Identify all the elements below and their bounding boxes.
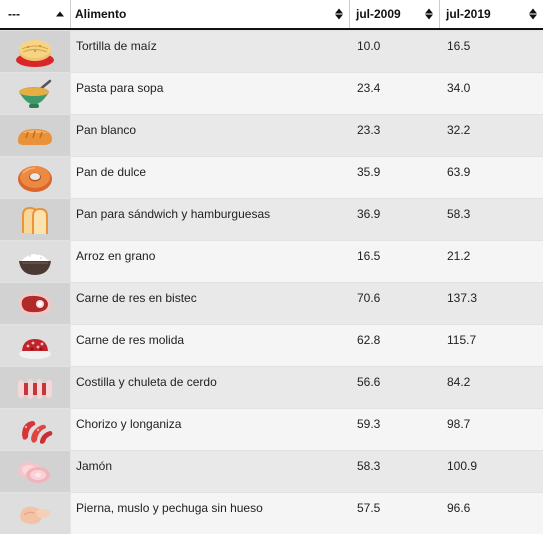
column-header-label: jul-2009: [356, 7, 401, 21]
column-header-jul-2009[interactable]: jul-2009: [350, 0, 440, 28]
table-row: Chorizo y longaniza 59.3 98.7: [0, 408, 543, 450]
price-2019: 58.3: [447, 207, 471, 221]
price-2009: 16.5: [357, 249, 381, 263]
tortilla-icon: [14, 35, 56, 69]
table-row: Pierna, muslo y pechuga sin hueso 57.5 9…: [0, 492, 543, 534]
donut-icon: [14, 161, 56, 195]
bread-loaf-icon: [14, 119, 56, 153]
column-header-label: ---: [8, 7, 20, 21]
pork-ribs-icon: [14, 371, 56, 405]
price-2009: 57.5: [357, 501, 381, 515]
food-name: Pan para sándwich y hamburguesas: [76, 207, 271, 221]
ham-icon: [14, 455, 56, 489]
rice-bowl-icon: [14, 245, 56, 279]
chicken-icon: [14, 497, 56, 531]
sliced-bread-icon: [14, 203, 56, 237]
food-name: Chorizo y longaniza: [76, 417, 182, 431]
price-2019: 84.2: [447, 375, 471, 389]
price-2019: 137.3: [447, 291, 478, 305]
table-body: Tortilla de maíz 10.0 16.5 Pasta para so…: [0, 30, 543, 534]
sort-icon: [335, 8, 343, 20]
food-name: Tortilla de maíz: [76, 39, 157, 53]
price-2009: 56.6: [357, 375, 381, 389]
price-2009: 35.9: [357, 165, 381, 179]
table-row: Arroz en grano 16.5 21.2: [0, 240, 543, 282]
column-header-label: Alimento: [75, 7, 127, 21]
table-row: Carne de res molida 62.8 115.7: [0, 324, 543, 366]
table-row: Pasta para sopa 23.4 34.0: [0, 72, 543, 114]
price-2009: 62.8: [357, 333, 381, 347]
food-name: Jamón: [76, 459, 113, 473]
steak-icon: [14, 287, 56, 321]
table-row: Tortilla de maíz 10.0 16.5: [0, 30, 543, 72]
price-2019: 16.5: [447, 39, 471, 53]
food-name: Pan de dulce: [76, 165, 147, 179]
price-2019: 34.0: [447, 81, 471, 95]
price-2019: 63.9: [447, 165, 471, 179]
table-row: Pan de dulce 35.9 63.9: [0, 156, 543, 198]
price-2009: 36.9: [357, 207, 381, 221]
food-name: Arroz en grano: [76, 249, 156, 263]
food-name: Pierna, muslo y pechuga sin hueso: [76, 501, 263, 515]
sort-ascending-icon: [56, 11, 64, 17]
price-2009: 58.3: [357, 459, 381, 473]
soup-bowl-icon: [14, 77, 56, 111]
price-2019: 32.2: [447, 123, 471, 137]
price-2019: 96.6: [447, 501, 471, 515]
price-2009: 70.6: [357, 291, 381, 305]
price-2019: 21.2: [447, 249, 471, 263]
ground-beef-icon: [14, 329, 56, 363]
price-2019: 98.7: [447, 417, 471, 431]
food-name: Pan blanco: [76, 123, 137, 137]
table-row: Pan blanco 23.3 32.2: [0, 114, 543, 156]
table-row: Carne de res en bistec 70.6 137.3: [0, 282, 543, 324]
price-2019: 115.7: [447, 333, 477, 347]
column-header-label: jul-2019: [446, 7, 491, 21]
price-2009: 59.3: [357, 417, 381, 431]
sort-icon: [425, 8, 433, 20]
column-header-alimento[interactable]: Alimento: [71, 0, 350, 28]
price-2019: 100.9: [447, 459, 478, 473]
food-name: Costilla y chuleta de cerdo: [76, 375, 217, 389]
food-name: Pasta para sopa: [76, 81, 164, 95]
table-row: Costilla y chuleta de cerdo 56.6 84.2: [0, 366, 543, 408]
price-2009: 23.4: [357, 81, 381, 95]
price-2009: 23.3: [357, 123, 381, 137]
price-2009: 10.0: [357, 39, 381, 53]
sort-icon: [529, 8, 537, 20]
table-header: --- Alimento jul-2009 jul-2019: [0, 0, 543, 30]
column-header-jul-2019[interactable]: jul-2019: [440, 0, 543, 28]
column-header-icon[interactable]: ---: [0, 0, 71, 28]
food-name: Carne de res molida: [76, 333, 185, 347]
table-row: Pan para sándwich y hamburguesas 36.9 58…: [0, 198, 543, 240]
table-row: Jamón 58.3 100.9: [0, 450, 543, 492]
sausage-icon: [14, 413, 56, 447]
food-name: Carne de res en bistec: [76, 291, 197, 305]
